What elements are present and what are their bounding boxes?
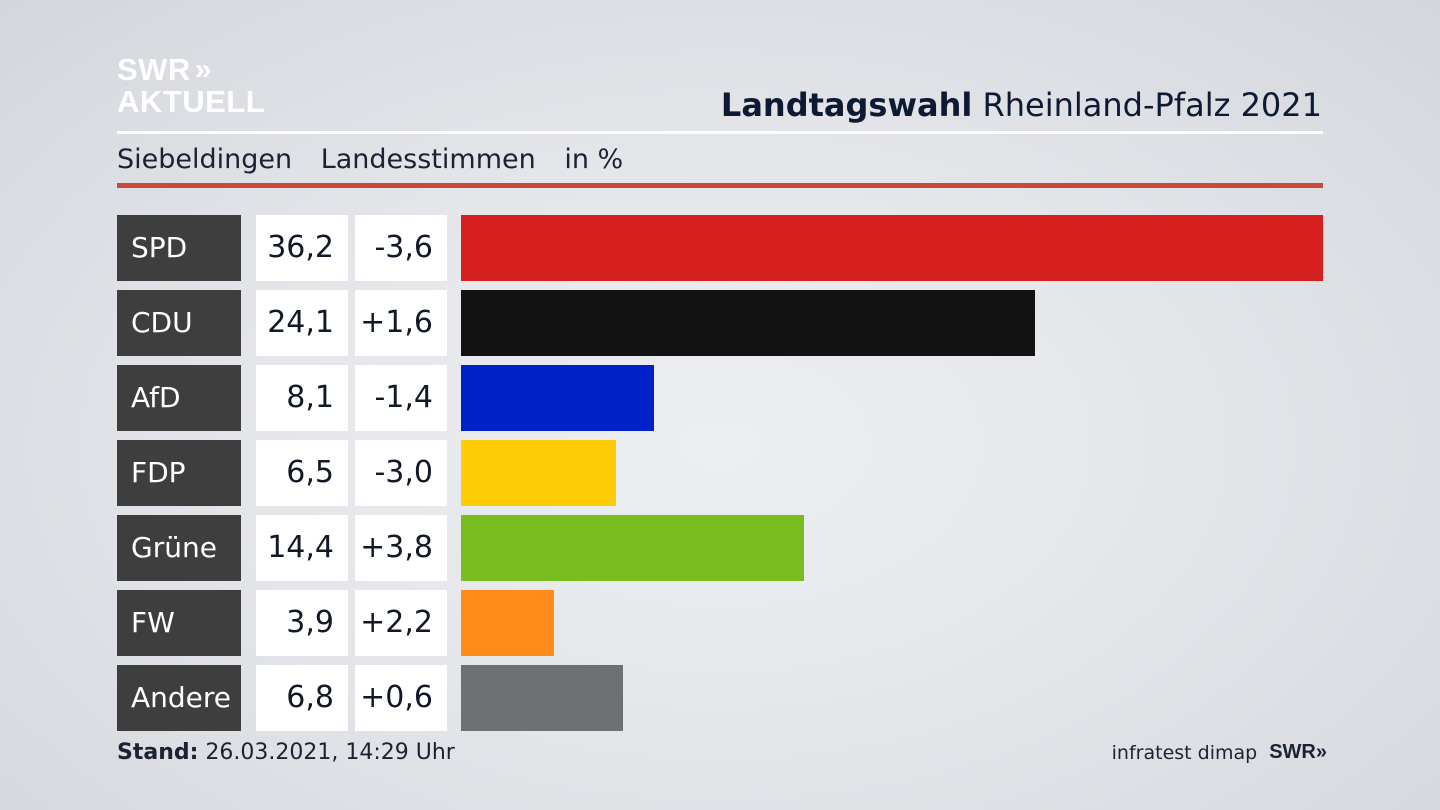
source-credit: infratest dimap SWR» bbox=[1111, 741, 1327, 764]
bar-row: Grüne 14,4 +3,8 bbox=[117, 515, 1323, 581]
party-label: Andere bbox=[117, 665, 241, 731]
party-label: Grüne bbox=[117, 515, 241, 581]
party-label: FW bbox=[117, 590, 241, 656]
subtitle: Siebeldingen Landesstimmen in % bbox=[117, 144, 643, 175]
vote-share-label: 36,2 bbox=[256, 215, 348, 281]
swr-brand-logo: SWR» bbox=[1269, 741, 1327, 764]
result-bar bbox=[461, 290, 1035, 356]
vote-share-label: 24,1 bbox=[256, 290, 348, 356]
bar-row: CDU 24,1 +1,6 bbox=[117, 290, 1323, 356]
subtitle-unit: in % bbox=[564, 144, 624, 175]
party-label: SPD bbox=[117, 215, 241, 281]
accent-divider bbox=[117, 183, 1323, 188]
result-bar bbox=[461, 665, 623, 731]
result-bar bbox=[461, 215, 1323, 281]
bar-row: AfD 8,1 -1,4 bbox=[117, 365, 1323, 431]
header-divider bbox=[117, 131, 1323, 134]
change-label: -3,0 bbox=[355, 440, 447, 506]
bar-row: SPD 36,2 -3,6 bbox=[117, 215, 1323, 281]
bar-row: FDP 6,5 -3,0 bbox=[117, 440, 1323, 506]
party-label: FDP bbox=[117, 440, 241, 506]
vote-share-label: 14,4 bbox=[256, 515, 348, 581]
change-label: +0,6 bbox=[355, 665, 447, 731]
title-rest: Rheinland-Pfalz 2021 bbox=[982, 86, 1322, 124]
title-bold: Landtagswahl bbox=[720, 86, 973, 124]
logo-swr-text: SWR bbox=[117, 52, 191, 87]
bar-row: FW 3,9 +2,2 bbox=[117, 590, 1323, 656]
vote-share-label: 8,1 bbox=[256, 365, 348, 431]
change-label: -3,6 bbox=[355, 215, 447, 281]
swr-brand-text: SWR bbox=[1269, 741, 1316, 763]
bar-row: Andere 6,8 +0,6 bbox=[117, 665, 1323, 731]
logo-chevron-icon: » bbox=[194, 53, 211, 86]
swr-aktuell-logo: SWR » AKTUELL bbox=[117, 54, 265, 118]
change-label: +2,2 bbox=[355, 590, 447, 656]
party-label: CDU bbox=[117, 290, 241, 356]
stand-label: Stand: bbox=[117, 740, 199, 765]
vote-share-label: 6,5 bbox=[256, 440, 348, 506]
logo-aktuell-text: AKTUELL bbox=[117, 84, 266, 119]
subtitle-place: Siebeldingen bbox=[117, 144, 293, 175]
result-bar bbox=[461, 515, 804, 581]
timestamp: Stand: 26.03.2021, 14:29 Uhr bbox=[117, 740, 455, 765]
party-label: AfD bbox=[117, 365, 241, 431]
page-title: Landtagswahl Rheinland-Pfalz 2021 bbox=[721, 86, 1322, 124]
change-label: -1,4 bbox=[355, 365, 447, 431]
stand-value: 26.03.2021, 14:29 Uhr bbox=[205, 740, 455, 765]
result-bar bbox=[461, 590, 554, 656]
result-bar bbox=[461, 440, 616, 506]
swr-chevron-icon: » bbox=[1315, 741, 1327, 763]
source-text: infratest dimap bbox=[1111, 741, 1258, 764]
change-label: +3,8 bbox=[355, 515, 447, 581]
vote-share-label: 3,9 bbox=[256, 590, 348, 656]
result-bar bbox=[461, 365, 654, 431]
change-label: +1,6 bbox=[355, 290, 447, 356]
vote-share-label: 6,8 bbox=[256, 665, 348, 731]
subtitle-vote-type: Landesstimmen bbox=[320, 144, 536, 175]
